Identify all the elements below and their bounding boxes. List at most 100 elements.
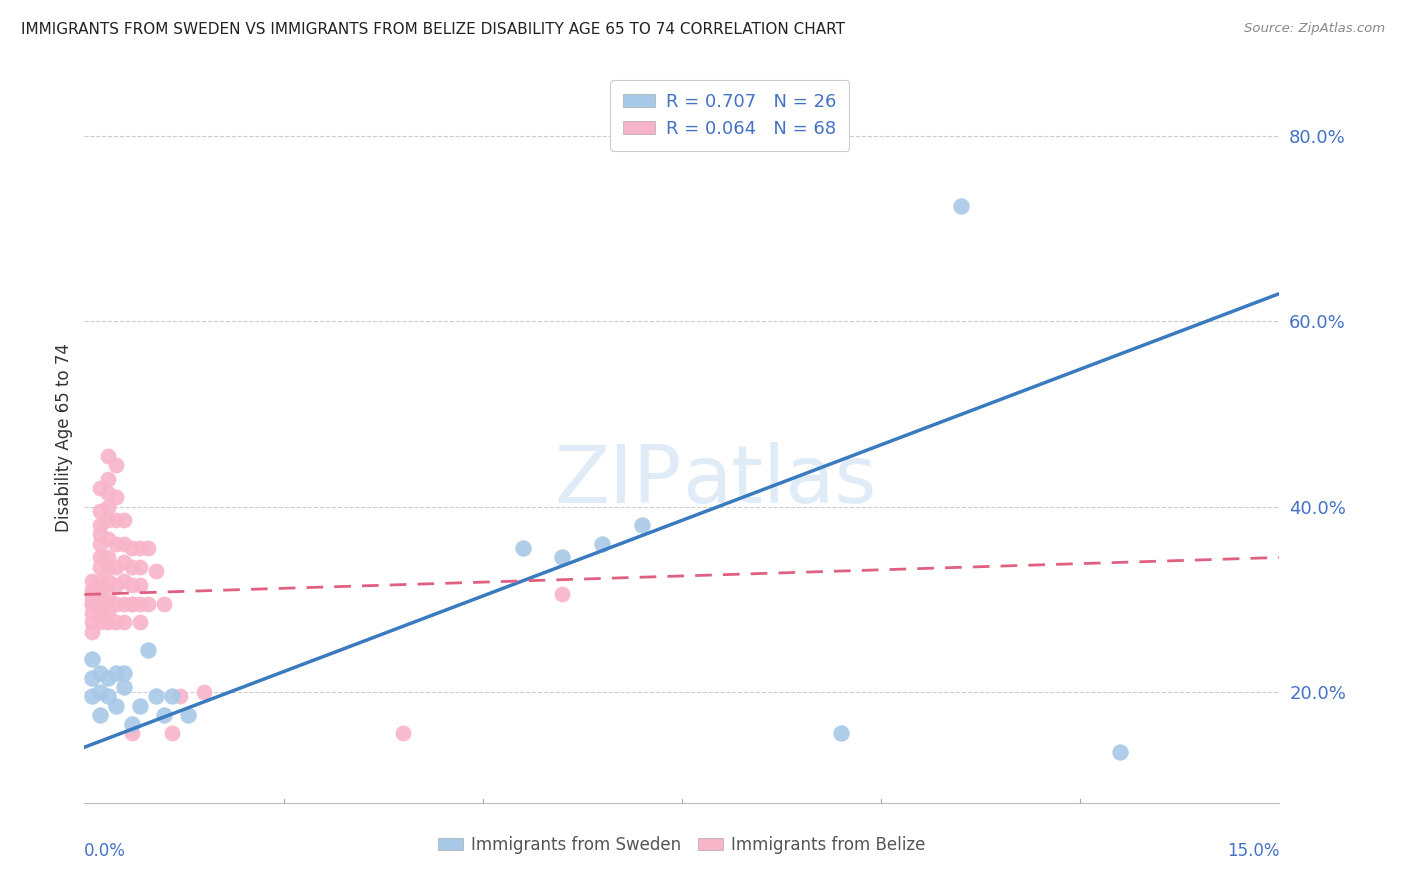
Point <box>129 615 152 630</box>
Point <box>129 597 152 611</box>
Point <box>160 690 183 704</box>
Point <box>121 559 143 574</box>
Point <box>112 666 135 681</box>
Point <box>82 597 104 611</box>
Point <box>82 624 104 639</box>
Point <box>89 536 111 550</box>
Point <box>193 684 215 698</box>
Point <box>82 582 104 597</box>
Point <box>121 578 143 592</box>
Point <box>97 532 120 546</box>
Point <box>105 615 128 630</box>
Text: IMMIGRANTS FROM SWEDEN VS IMMIGRANTS FROM BELIZE DISABILITY AGE 65 TO 74 CORRELA: IMMIGRANTS FROM SWEDEN VS IMMIGRANTS FRO… <box>21 22 845 37</box>
Point <box>121 726 143 740</box>
Point <box>82 587 104 601</box>
Point <box>153 707 176 722</box>
Text: ZIP: ZIP <box>554 442 682 520</box>
Point <box>89 550 111 565</box>
Point <box>1109 745 1132 759</box>
Point <box>97 559 120 574</box>
Point <box>82 671 104 685</box>
Point <box>89 559 111 574</box>
Point <box>97 587 120 601</box>
Point <box>97 449 120 463</box>
Point <box>631 518 654 533</box>
Point <box>153 597 176 611</box>
Point <box>82 606 104 620</box>
Point <box>82 597 104 611</box>
Point <box>105 559 128 574</box>
Point <box>105 578 128 592</box>
Point <box>392 726 415 740</box>
Point <box>89 481 111 495</box>
Point <box>169 690 191 704</box>
Point <box>82 615 104 630</box>
Text: atlas: atlas <box>682 442 876 520</box>
Text: 0.0%: 0.0% <box>84 842 127 860</box>
Text: Source: ZipAtlas.com: Source: ZipAtlas.com <box>1244 22 1385 36</box>
Point <box>551 550 574 565</box>
Point <box>89 707 111 722</box>
Point <box>551 587 574 601</box>
Y-axis label: Disability Age 65 to 74: Disability Age 65 to 74 <box>55 343 73 532</box>
Point <box>105 536 128 550</box>
Point <box>136 597 159 611</box>
Point <box>112 680 135 694</box>
Point <box>82 592 104 607</box>
Point <box>512 541 534 556</box>
Point <box>105 490 128 504</box>
Point <box>105 513 128 527</box>
Point <box>97 597 120 611</box>
Point <box>112 574 135 588</box>
Point <box>129 578 152 592</box>
Point <box>89 582 111 597</box>
Point <box>830 726 852 740</box>
Point <box>89 684 111 698</box>
Point <box>129 698 152 713</box>
Point <box>145 565 167 579</box>
Point <box>121 597 143 611</box>
Point <box>105 666 128 681</box>
Point <box>97 550 120 565</box>
Point <box>112 597 135 611</box>
Point <box>89 666 111 681</box>
Legend: Immigrants from Sweden, Immigrants from Belize: Immigrants from Sweden, Immigrants from … <box>432 829 932 860</box>
Point <box>89 574 111 588</box>
Point <box>160 726 183 740</box>
Point <box>136 643 159 657</box>
Point <box>89 518 111 533</box>
Text: 15.0%: 15.0% <box>1227 842 1279 860</box>
Point <box>112 555 135 569</box>
Point <box>112 615 135 630</box>
Point <box>105 597 128 611</box>
Point <box>112 513 135 527</box>
Point <box>89 615 111 630</box>
Point <box>97 500 120 514</box>
Point <box>97 615 120 630</box>
Point <box>112 536 135 550</box>
Point <box>121 717 143 731</box>
Point <box>97 472 120 486</box>
Point <box>97 606 120 620</box>
Point <box>89 527 111 541</box>
Point <box>82 690 104 704</box>
Point <box>145 690 167 704</box>
Point <box>129 559 152 574</box>
Point <box>129 541 152 556</box>
Point <box>97 485 120 500</box>
Point <box>136 541 159 556</box>
Point <box>121 597 143 611</box>
Point <box>591 536 613 550</box>
Point <box>105 458 128 472</box>
Point <box>97 574 120 588</box>
Point <box>89 597 111 611</box>
Point <box>82 652 104 666</box>
Point <box>949 199 972 213</box>
Point <box>97 690 120 704</box>
Point <box>105 698 128 713</box>
Point <box>177 707 200 722</box>
Point <box>97 513 120 527</box>
Point <box>121 541 143 556</box>
Point <box>82 574 104 588</box>
Point <box>89 606 111 620</box>
